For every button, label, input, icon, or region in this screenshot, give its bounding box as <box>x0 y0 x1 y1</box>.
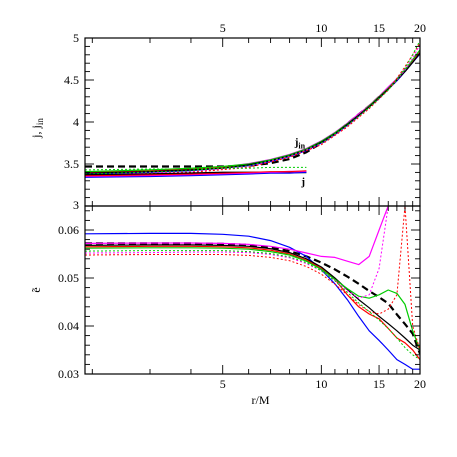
y-tick-label: 0.06 <box>58 223 79 237</box>
series-line-6 <box>85 44 420 176</box>
x-axis-label: r/M <box>252 393 270 407</box>
y-tick-label: 4 <box>73 115 79 129</box>
series-line-7 <box>85 42 420 177</box>
series-line-13 <box>85 166 307 171</box>
plot-frame <box>84 205 421 375</box>
y-tick-label: 5 <box>73 31 79 45</box>
x-tick-label-top: 5 <box>220 21 226 35</box>
x-tick-label-top: 10 <box>315 21 327 35</box>
series-line-3 <box>85 244 420 351</box>
series-line-8 <box>85 250 420 361</box>
series-line-2 <box>85 245 420 360</box>
series-line-1 <box>85 50 420 175</box>
annotation-label-1: j <box>300 176 305 188</box>
series-group <box>85 206 420 370</box>
top-panel: 5 10 15 20 3 3.5 4 4.5 5 j, jin jin j <box>29 21 426 212</box>
x-tick-label: 15 <box>373 377 385 391</box>
series-line-5 <box>85 206 389 266</box>
x-tick-label: 10 <box>315 377 327 391</box>
y-tick-label: 4.5 <box>64 73 79 87</box>
annotation-label-0: jin <box>294 137 306 151</box>
series-line-2 <box>85 51 420 173</box>
series-line-7 <box>85 206 420 351</box>
y-tick-label: 0.05 <box>58 271 79 285</box>
series-line-6 <box>85 206 389 299</box>
series-line-8 <box>85 40 420 175</box>
y-tick-label: 3.5 <box>64 157 79 171</box>
y-axis-label: ẽ <box>29 287 43 292</box>
x-tick-label-top: 20 <box>414 21 426 35</box>
series-line-0 <box>85 51 420 168</box>
series-line-11 <box>85 170 307 177</box>
plot-frame <box>84 37 421 207</box>
series-line-5 <box>85 52 420 174</box>
x-tick-label: 5 <box>220 377 226 391</box>
y-tick-label: 0.04 <box>58 319 79 333</box>
y-tick-label: 0.03 <box>58 367 79 381</box>
series-line-12 <box>85 171 307 178</box>
y-tick-label: 3 <box>73 198 79 212</box>
x-tick-label: 20 <box>414 377 426 391</box>
y-axis-label: j, jin <box>29 118 45 139</box>
series-line-3 <box>85 53 420 175</box>
bottom-panel: 5 10 15 20 0.03 0.04 0.05 0.06 ẽ r/M <box>29 205 426 407</box>
series-line-4 <box>85 247 420 351</box>
series-group <box>85 40 420 178</box>
series-line-4 <box>85 49 420 173</box>
x-tick-label-top: 15 <box>373 21 385 35</box>
